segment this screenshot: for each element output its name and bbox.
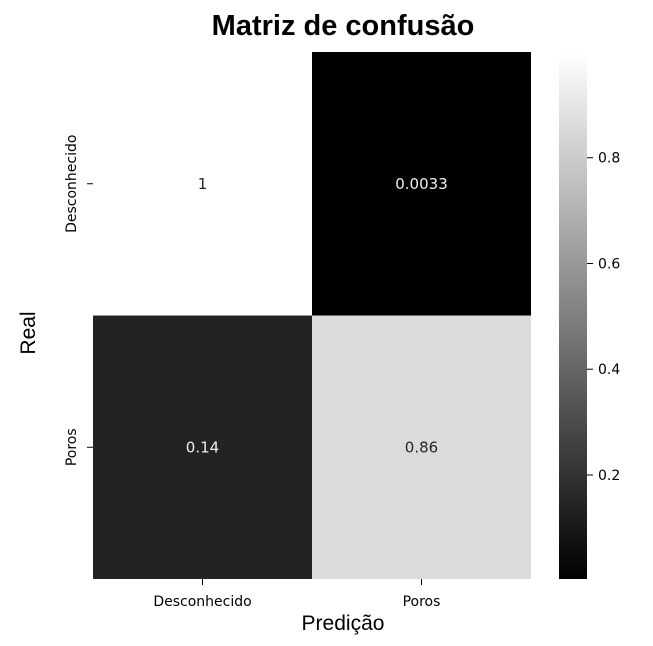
x-axis-ticks: Desconhecido Poros [153,579,440,610]
heatmap-cells: 1 0.0033 0.14 0.86 [93,52,531,579]
x-tick-label-0: Desconhecido [153,594,251,610]
y-tick-label-1: Poros [64,428,80,466]
cell-label-1-1: 0.86 [405,438,438,456]
y-tick-label-0: Desconhecido [64,135,80,233]
heatmap-cell-1-0 [93,315,312,579]
cell-label-0-0: 1 [198,175,208,193]
x-tick-label-1: Poros [403,594,441,610]
colorbar-tick-label-2: 0.6 [598,256,620,272]
heatmap-cell-0-1 [312,52,531,316]
colorbar-ticks: 0.2 0.4 0.6 0.8 [587,151,620,484]
colorbar [559,52,587,579]
colorbar-tick-label-1: 0.4 [598,362,620,378]
colorbar-tick-label-0: 0.2 [598,468,620,484]
y-axis-label: Real [17,311,40,354]
heatmap-cell-1-1 [312,315,531,579]
heatmap-cell-0-0 [93,52,312,316]
chart-title: Matriz de confusão [212,10,475,42]
y-axis-ticks: Desconhecido Poros [64,135,93,466]
x-axis-label: Predição [302,612,385,635]
cell-label-0-1: 0.0033 [395,175,448,193]
colorbar-tick-label-3: 0.8 [598,151,620,167]
cell-label-1-0: 0.14 [186,438,219,456]
